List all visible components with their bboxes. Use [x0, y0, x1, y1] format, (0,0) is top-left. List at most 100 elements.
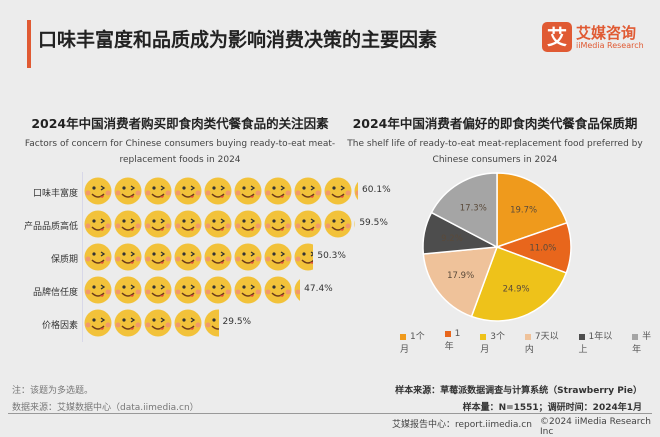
value-label: 50.3% — [317, 251, 346, 261]
logo: 艾 艾媒咨询 iiMedia Research — [542, 22, 644, 52]
smiley-face-icon — [354, 219, 356, 229]
sample-source: 样本来源：草莓派数据调查与计算系统（Strawberry Pie） — [395, 386, 642, 396]
smiley-face-icon — [174, 309, 202, 337]
legend-item: 7天以内 — [524, 329, 568, 355]
pictogram-bar — [84, 209, 356, 239]
left-chart-title: 2024年中国消费者购买即食肉类代餐食品的关注因素 — [31, 116, 329, 131]
category-label: 价格因素 — [41, 321, 78, 331]
footer-note: 注：该题为多选题。 — [12, 386, 94, 396]
legend-item: 1个月 — [400, 329, 434, 355]
smiley-face-icon — [234, 243, 262, 271]
right-chart-heading: 2024年中国消费者偏好的即食肉类代餐食品保质期 The shelf life … — [345, 113, 645, 168]
smiley-face-icon — [114, 276, 142, 304]
smiley-face-icon — [144, 210, 172, 238]
legend-item: 1年 — [444, 329, 470, 355]
title-accent-bar — [27, 20, 31, 68]
value-label: 60.1% — [362, 185, 391, 195]
legend-swatch — [524, 333, 531, 340]
smiley-face-icon — [204, 177, 232, 205]
smiley-face-icon — [174, 210, 202, 238]
pictogram-axis — [82, 172, 83, 342]
legend-label: 3个月 — [480, 332, 506, 355]
smiley-face-icon — [204, 309, 219, 337]
legend-swatch — [632, 333, 639, 340]
legend-item: 1年以上 — [578, 329, 622, 355]
smiley-face-icon — [324, 177, 352, 205]
pie-label: 9.2% — [441, 234, 463, 244]
pie-label: 24.9% — [503, 285, 530, 295]
report-center: 艾媒报告中心：report.iimedia.cn — [392, 420, 532, 430]
smiley-face-icon — [84, 309, 112, 337]
pictogram-bar — [84, 308, 219, 338]
smiley-face-icon — [114, 309, 142, 337]
smiley-face-icon — [144, 276, 172, 304]
legend-item: 半年 — [632, 329, 660, 355]
smiley-face-icon — [144, 309, 172, 337]
pie-label: 17.9% — [447, 271, 474, 281]
smiley-face-icon — [84, 210, 112, 238]
value-label: 59.5% — [359, 218, 388, 228]
right-chart-subtitle: The shelf life of ready-to-eat meat-repl… — [347, 139, 643, 165]
legend-label: 7天以内 — [524, 332, 559, 355]
smiley-face-icon — [264, 210, 292, 238]
left-chart-heading: 2024年中国消费者购买即食肉类代餐食品的关注因素 Factors of con… — [20, 113, 340, 168]
smiley-face-icon — [114, 243, 142, 271]
smiley-face-icon — [84, 276, 112, 304]
footer-divider — [8, 413, 652, 414]
pictogram-bar — [84, 242, 314, 272]
smiley-face-icon — [324, 210, 352, 238]
category-label: 保质期 — [50, 255, 78, 265]
smiley-face-icon — [264, 243, 292, 271]
copyright: ©2024 iiMedia Research Inc — [540, 417, 651, 437]
value-label: 29.5% — [222, 317, 252, 327]
value-label: 47.4% — [304, 284, 333, 294]
smiley-face-icon — [264, 177, 292, 205]
pie-legend: 1个月 1年 3个月 7天以内 1年以上 半年 — [400, 329, 660, 355]
legend-label: 1年 — [444, 329, 461, 352]
smiley-face-icon — [84, 243, 112, 271]
logo-mark: 艾 — [542, 22, 572, 52]
legend-swatch — [480, 333, 487, 340]
legend-swatch — [578, 333, 585, 340]
pie-label: 17.3% — [460, 204, 487, 214]
category-label: 品牌信任度 — [32, 288, 78, 298]
smiley-face-icon — [114, 210, 142, 238]
smiley-face-icon — [204, 243, 232, 271]
smiley-face-icon — [204, 276, 232, 304]
pie-label: 11.0% — [529, 244, 556, 254]
pie-slice-7天以内 — [422, 246, 499, 318]
footer-source: 数据来源：艾媒数据中心（data.iimedia.cn） — [12, 403, 199, 413]
pie-slice-半年 — [430, 172, 498, 249]
legend-item: 3个月 — [480, 329, 514, 355]
smiley-face-icon — [294, 279, 301, 301]
pictogram-bar — [84, 275, 301, 305]
smiley-face-icon — [144, 177, 172, 205]
right-chart-title: 2024年中国消费者偏好的即食肉类代餐食品保质期 — [352, 116, 638, 131]
page-title: 口味丰富度和品质成为影响消费决策的主要因素 — [38, 29, 438, 51]
smiley-face-icon — [204, 210, 232, 238]
legend-label: 半年 — [632, 332, 652, 355]
smiley-face-icon — [294, 210, 322, 238]
smiley-face-icon — [84, 177, 112, 205]
category-label: 产品品质高低 — [23, 222, 78, 232]
smiley-face-icon — [264, 276, 292, 304]
smiley-face-icon — [144, 243, 172, 271]
pie-label: 19.7% — [510, 206, 537, 216]
smiley-face-icon — [174, 177, 202, 205]
pie-slice-3个月 — [470, 246, 568, 322]
smiley-face-icon — [174, 276, 202, 304]
sample-size: 样本量：N=1551；调研时间：2024年1月 — [462, 403, 642, 413]
pie-chart: 19.7% 11.0% 24.9% 17.9% 9.2% 17.3% — [422, 172, 572, 322]
smiley-face-icon — [294, 177, 322, 205]
smiley-face-icon — [234, 210, 262, 238]
legend-swatch — [400, 333, 406, 340]
legend-swatch — [444, 330, 451, 337]
category-label: 口味丰富度 — [32, 189, 78, 199]
smiley-face-icon — [294, 243, 314, 271]
smiley-face-icon — [234, 276, 262, 304]
smiley-face-icon — [234, 177, 262, 205]
logo-cn: 艾媒咨询 — [576, 23, 637, 42]
smiley-face-icon — [174, 243, 202, 271]
legend-label: 1年以上 — [578, 332, 613, 355]
smiley-face-icon — [114, 177, 142, 205]
